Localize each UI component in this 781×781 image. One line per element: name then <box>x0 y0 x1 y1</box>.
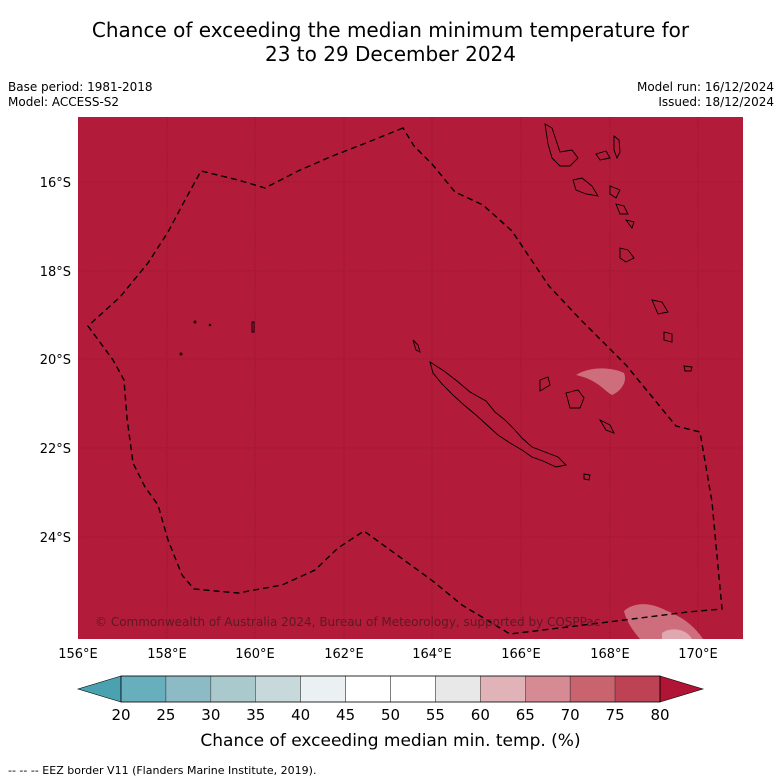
colorbar-title: Chance of exceeding median min. temp. (%… <box>200 731 581 751</box>
new-caledonia-coastline <box>412 339 615 481</box>
colorbar-segment <box>300 675 346 703</box>
model-text: Model: ACCESS-S2 <box>8 95 120 109</box>
colorbar <box>76 675 705 703</box>
colorbar-outline <box>120 675 661 703</box>
lon-label-158e: 158°E <box>147 647 187 662</box>
colorbar-segment <box>165 675 212 703</box>
colorbar-segment <box>255 675 301 703</box>
model-run-text: Model run: 16/12/2024 <box>636 80 774 94</box>
colorbar-segment <box>614 675 661 703</box>
probability-patch-southeast-inner <box>662 629 692 639</box>
colorbar-tick-label: 50 <box>381 706 400 724</box>
map-area <box>78 117 743 639</box>
lon-label-166e: 166°E <box>501 647 541 662</box>
chart-title: Chance of exceeding the median minimum t… <box>0 18 781 66</box>
copyright-text: © Commonwealth of Australia 2024, Bureau… <box>95 615 600 629</box>
lon-label-164e: 164°E <box>412 647 452 662</box>
lat-label-22s: 22°S <box>40 442 71 457</box>
colorbar-tick-label: 40 <box>291 706 310 724</box>
meta-right: Model run: 16/12/2024 Issued: 18/12/2024 <box>637 80 774 110</box>
latitude-labels: 16°S 18°S 20°S 22°S 24°S <box>40 176 71 546</box>
title-line-2: 23 to 29 December 2024 <box>264 42 516 66</box>
colorbar-segment <box>569 675 616 703</box>
issued-text: Issued: 18/12/2024 <box>658 95 774 109</box>
colorbar-tick-label: 65 <box>516 706 535 724</box>
probability-patch-southeast <box>624 604 703 639</box>
map-gridlines <box>78 117 743 639</box>
colorbar-segment <box>525 675 571 703</box>
lat-label-20s: 20°S <box>40 353 71 368</box>
eez-footnote: -- -- -- EEZ border V11 (Flanders Marine… <box>8 764 317 777</box>
colorbar-tick-label: 30 <box>201 706 220 724</box>
colorbar-tick-label: 45 <box>336 706 355 724</box>
colorbar-segment <box>210 675 256 703</box>
colorbar-segment <box>345 675 391 703</box>
colorbar-extension-low <box>76 675 122 703</box>
base-period-text: Base period: 1981-2018 <box>8 80 153 94</box>
colorbar-segment <box>480 675 526 703</box>
lat-label-18s: 18°S <box>40 265 71 280</box>
lat-label-16s: 16°S <box>40 176 71 191</box>
colorbar-tick-label: 25 <box>156 706 175 724</box>
colorbar-segment <box>120 675 167 703</box>
longitude-labels: 156°E 158°E 160°E 162°E 164°E 166°E 168°… <box>58 647 718 662</box>
lon-label-168e: 168°E <box>590 647 630 662</box>
lon-label-170e: 170°E <box>678 647 718 662</box>
meta-left: Base period: 1981-2018 Model: ACCESS-S2 <box>8 80 153 110</box>
eez-border <box>87 127 723 635</box>
colorbar-labels: 20 25 30 35 40 45 50 55 60 65 70 75 80 <box>111 706 669 724</box>
vanuatu-coastline <box>544 123 693 372</box>
colorbar-tick-label: 55 <box>426 706 445 724</box>
lon-label-160e: 160°E <box>235 647 275 662</box>
colorbar-segment <box>435 675 481 703</box>
lon-label-162e: 162°E <box>324 647 364 662</box>
small-islands <box>179 320 255 356</box>
colorbar-tick-label: 75 <box>606 706 625 724</box>
colorbar-tick-label: 70 <box>561 706 580 724</box>
colorbar-tick-label: 35 <box>246 706 265 724</box>
colorbar-tick-label: 80 <box>650 706 669 724</box>
colorbar-tick-label: 60 <box>471 706 490 724</box>
colorbar-extension-high <box>659 675 705 703</box>
lat-label-24s: 24°S <box>40 531 71 546</box>
colorbar-segment <box>390 675 436 703</box>
probability-patch-east <box>576 368 626 395</box>
colorbar-tick-label: 20 <box>111 706 130 724</box>
lon-label-156e: 156°E <box>58 647 98 662</box>
title-line-1: Chance of exceeding the median minimum t… <box>91 18 690 42</box>
